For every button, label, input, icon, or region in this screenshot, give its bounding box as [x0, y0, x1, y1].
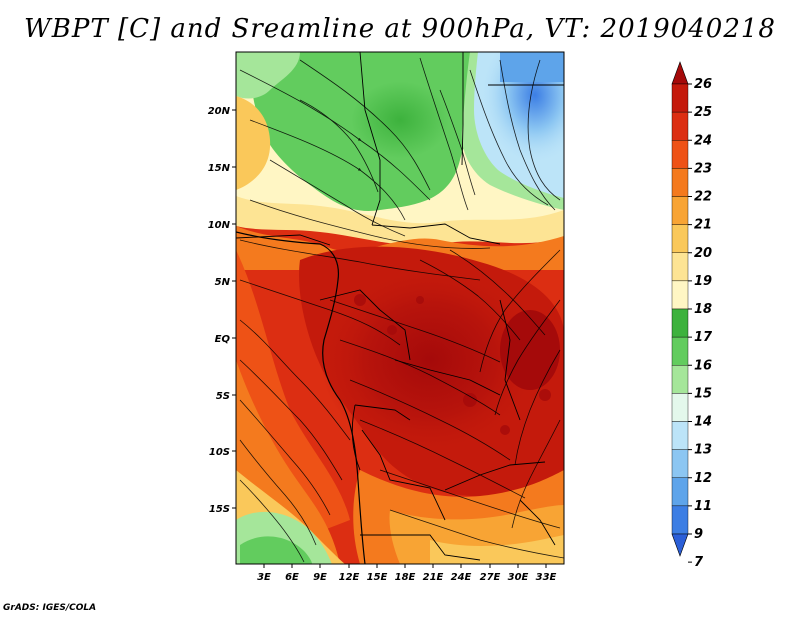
colorbar-cell: [671, 336, 689, 366]
lon-label-12e: 12E: [339, 572, 360, 583]
coastline: [236, 231, 366, 564]
colorbar-label-15: 15: [694, 386, 712, 401]
colorbar-label-20: 20: [694, 246, 712, 261]
lat-label-15s: 15S: [209, 504, 230, 515]
colorbar-label-23: 23: [694, 161, 712, 176]
lat-label-15n: 15N: [208, 163, 231, 174]
colorbar-cell: [671, 61, 689, 85]
colorbar-ticks: [688, 83, 692, 563]
colorbar-label-7: 7: [694, 555, 704, 570]
colorbar-label-13: 13: [694, 443, 712, 458]
colorbar-cell: [671, 252, 689, 282]
lon-label-30e: 30E: [508, 572, 529, 583]
colorbar-label-12: 12: [694, 471, 712, 486]
colorbar-cell: [671, 111, 689, 141]
colorbar-cell: [671, 393, 689, 422]
colorbar: 26 25 24 23 22 21 20 19 18 17 16 15 14 1…: [671, 61, 713, 570]
map-frame: [235, 51, 565, 565]
lon-label-18e: 18E: [395, 572, 416, 583]
country-borders: [236, 52, 564, 561]
colorbar-label-11: 11: [694, 499, 712, 514]
grads-credit: GrADS: IGES/COLA: [3, 603, 97, 613]
colorbar-cell: [671, 533, 689, 557]
colorbar-cell: [671, 196, 689, 225]
lon-label-3e: 3E: [257, 572, 271, 583]
latitude-axis: 20N 15N 10N 5N EQ 5S 10S 15S: [208, 106, 236, 515]
lat-label-10s: 10S: [209, 447, 230, 458]
lon-label-15e: 15E: [367, 572, 388, 583]
colorbar-label-17: 17: [694, 330, 713, 345]
lon-label-21e: 21E: [423, 572, 444, 583]
colorbar-label-16: 16: [694, 358, 712, 373]
colorbar-label-25: 25: [694, 105, 712, 120]
colorbar-cell: [671, 83, 689, 113]
colorbar-label-24: 24: [694, 133, 712, 148]
colorbar-label-21: 21: [694, 218, 712, 233]
colorbar-cell: [671, 224, 689, 253]
lat-label-10n: 10N: [208, 220, 231, 231]
lon-label-33e: 33E: [536, 572, 557, 583]
colorbar-cell: [671, 449, 689, 478]
colorbar-label-26: 26: [694, 77, 712, 92]
lat-label-5s: 5S: [216, 391, 230, 402]
lat-label-20n: 20N: [208, 106, 231, 117]
colorbar-label-9: 9: [694, 527, 703, 542]
lon-label-24e: 24E: [451, 572, 472, 583]
lon-label-9e: 9E: [313, 572, 327, 583]
lon-label-6e: 6E: [285, 572, 299, 583]
map-field: [236, 52, 564, 564]
colorbar-cell: [671, 140, 689, 169]
colorbar-labels: 26 25 24 23 22 21 20 19 18 17 16 15 14 1…: [694, 77, 713, 570]
colorbar-cell: [671, 308, 689, 338]
lat-label-5n: 5N: [215, 277, 231, 288]
colorbar-cell: [671, 421, 689, 450]
colorbar-cell: [671, 168, 689, 197]
lat-label-eq: EQ: [215, 334, 231, 345]
longitude-axis: 3E 6E 9E 12E 15E 18E 21E 24E 27E 30E 33E: [257, 564, 557, 583]
colorbar-cell: [671, 505, 689, 535]
colorbar-label-14: 14: [694, 415, 712, 430]
chart-title: WBPT [C] and Sreamline at 900hPa, VT: 20…: [24, 14, 776, 44]
colorbar-cells: [671, 61, 689, 557]
lon-label-27e: 27E: [480, 572, 501, 583]
colorbar-cell: [671, 280, 689, 310]
streamlines: [239, 57, 564, 563]
colorbar-cell: [671, 365, 689, 394]
colorbar-cell: [671, 477, 689, 507]
colorbar-label-18: 18: [694, 302, 712, 317]
colorbar-label-22: 22: [694, 190, 712, 205]
colorbar-label-19: 19: [694, 274, 712, 289]
